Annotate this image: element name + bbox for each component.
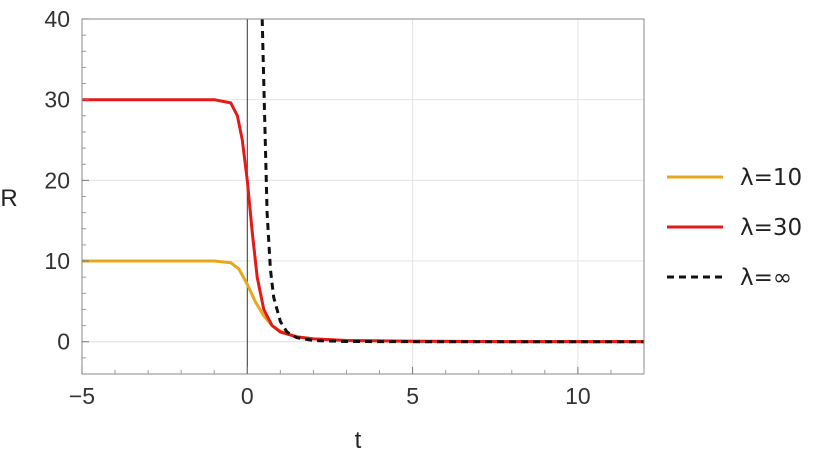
y-tick-label: 40 xyxy=(44,6,70,32)
legend-label-3: λ=∞ xyxy=(740,265,792,291)
x-axis-label: t xyxy=(355,427,362,454)
series-group xyxy=(82,18,644,344)
x-tick-label: 10 xyxy=(565,383,591,409)
x-tick-label: −5 xyxy=(69,383,95,409)
y-axis-label: R xyxy=(0,185,17,212)
x-tick-label: 5 xyxy=(406,383,419,409)
legend: λ=10 λ=30 λ=∞ xyxy=(667,165,802,291)
y-tick-label: 30 xyxy=(44,87,70,113)
ticks xyxy=(81,18,645,374)
y-tick-label: 10 xyxy=(44,248,70,274)
legend-label-1: λ=10 xyxy=(740,165,802,191)
plot-background xyxy=(82,19,644,374)
tick-labels: −5 0 5 10 0 10 20 30 40 xyxy=(44,6,590,409)
y-tick-label: 0 xyxy=(57,329,70,355)
legend-label-2: λ=30 xyxy=(740,215,802,241)
x-tick-label: 0 xyxy=(241,383,254,409)
y-tick-label: 20 xyxy=(44,167,70,193)
series-line-3 xyxy=(260,18,644,344)
